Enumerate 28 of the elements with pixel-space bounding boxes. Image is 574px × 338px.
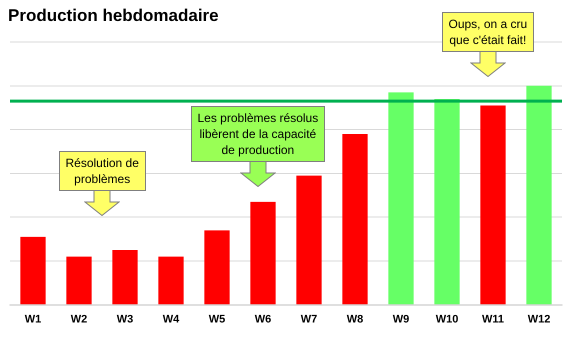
bar (66, 256, 92, 304)
annotation: Résolution de problèmes (58, 151, 146, 191)
x-tick-label: W2 (70, 313, 88, 326)
x-tick-label: W10 (436, 313, 458, 326)
x-tick-label: W9 (392, 313, 410, 326)
x-tick-label: W11 (482, 313, 504, 326)
x-tick-label: W8 (346, 313, 364, 326)
bar (388, 92, 414, 304)
x-tick-label: W12 (528, 313, 550, 326)
x-tick-label: W3 (116, 313, 134, 326)
chart-title: Production hebdomadaire (8, 6, 219, 26)
text: Oups, on a cru que c'était fait! (442, 12, 534, 52)
bar (296, 176, 322, 304)
x-tick-label: W5 (208, 313, 226, 326)
x-tick-label: W6 (254, 313, 272, 326)
annotation: Les problèmes résolus libèrent de la capacité de production (190, 106, 326, 162)
bar (250, 202, 276, 304)
x-tick-label: W1 (24, 313, 42, 326)
bar (526, 86, 552, 304)
x-tick-label: W4 (162, 313, 180, 326)
bar (342, 134, 368, 304)
bar (112, 250, 138, 304)
bar (480, 106, 506, 304)
bar (20, 236, 46, 304)
x-tick-label: W7 (300, 313, 318, 326)
bar (158, 256, 184, 304)
bar (204, 230, 230, 304)
bar (434, 98, 460, 304)
